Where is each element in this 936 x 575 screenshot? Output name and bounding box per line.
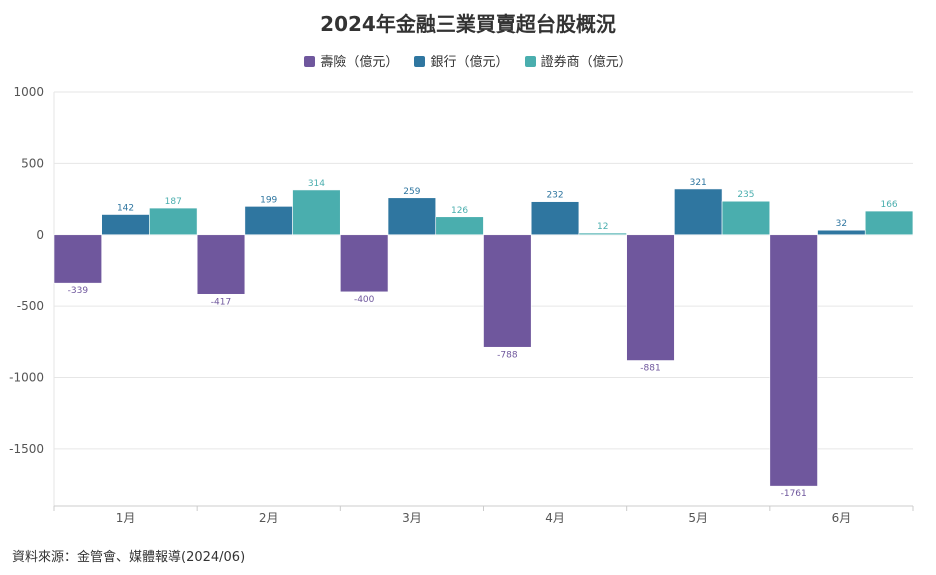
data-label: 259 xyxy=(403,187,420,197)
bar xyxy=(196,234,246,295)
data-label: 199 xyxy=(260,195,277,205)
y-tick-label: 500 xyxy=(21,156,44,170)
legend-item-insurance[interactable]: 壽險（億元） xyxy=(304,51,398,70)
data-label: 32 xyxy=(836,219,847,229)
bar xyxy=(817,229,866,236)
data-label: -881 xyxy=(640,364,660,374)
data-label: 235 xyxy=(737,190,754,200)
data-label: 187 xyxy=(165,197,182,207)
bar xyxy=(53,234,103,284)
legend-label-securities: 證券商（億元） xyxy=(540,55,632,70)
data-label: 166 xyxy=(880,200,897,210)
y-tick-label: -500 xyxy=(17,299,44,313)
bar xyxy=(769,234,818,487)
bar xyxy=(626,234,675,361)
y-tick-label: 1000 xyxy=(13,85,44,99)
data-label: 314 xyxy=(308,179,325,189)
bar xyxy=(483,234,532,348)
legend-swatch-securities xyxy=(524,56,536,67)
legend: 壽險（億元） 銀行（億元） 證券商（億元） xyxy=(0,51,936,70)
data-label: -1761 xyxy=(781,489,807,499)
y-tick-label: 0 xyxy=(36,228,44,242)
bar xyxy=(292,189,341,236)
bar xyxy=(530,201,580,236)
x-tick-label: 6月 xyxy=(832,511,852,525)
y-tick-label: -1500 xyxy=(9,442,44,456)
bar xyxy=(387,197,437,236)
bar xyxy=(244,206,293,236)
data-label: 232 xyxy=(546,191,563,201)
x-tick-label: 1月 xyxy=(116,511,136,525)
x-tick-label: 3月 xyxy=(402,511,422,525)
x-tick-label: 4月 xyxy=(545,511,565,525)
legend-swatch-bank xyxy=(414,56,426,67)
bar xyxy=(674,188,723,236)
data-label: 126 xyxy=(451,206,468,216)
legend-swatch-insurance xyxy=(304,56,316,67)
x-tick-label: 5月 xyxy=(688,511,708,525)
bar xyxy=(578,232,627,236)
bar xyxy=(101,214,150,236)
source-note: 資料來源：金管會、媒體報導(2024/06) xyxy=(12,550,246,565)
bar xyxy=(721,200,771,236)
data-label: -788 xyxy=(497,350,518,360)
chart-title: 2024年金融三業買賣超台股概況 xyxy=(320,12,616,36)
legend-item-securities[interactable]: 證券商（億元） xyxy=(524,51,632,70)
legend-item-bank[interactable]: 銀行（億元） xyxy=(414,51,509,70)
legend-label-insurance: 壽險（億元） xyxy=(320,55,399,70)
y-tick-label: -1000 xyxy=(9,371,44,385)
legend-label-bank: 銀行（億元） xyxy=(430,55,509,70)
bar xyxy=(340,234,389,293)
bar xyxy=(864,210,914,236)
bar xyxy=(435,216,484,236)
data-label: -400 xyxy=(354,295,375,305)
bar xyxy=(149,207,198,236)
data-label: 12 xyxy=(597,222,608,232)
data-label: 142 xyxy=(117,203,134,213)
data-label: -417 xyxy=(211,297,231,307)
data-label: -339 xyxy=(68,286,89,296)
data-label: 321 xyxy=(690,178,707,188)
x-tick-label: 2月 xyxy=(259,511,279,525)
